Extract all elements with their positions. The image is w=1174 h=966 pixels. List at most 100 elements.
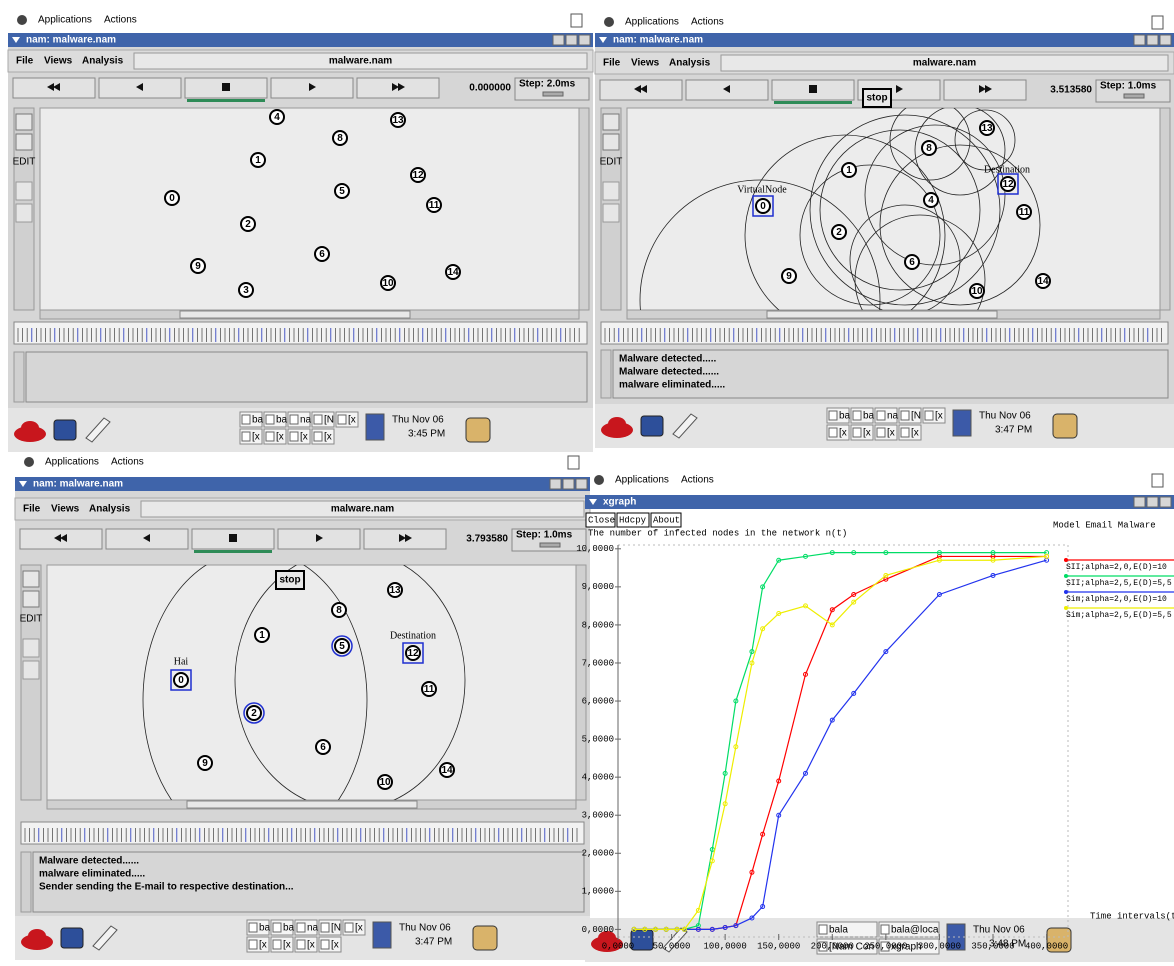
- x-tick-label: 400,0000: [1025, 941, 1068, 951]
- y-axis-label: The number of infected nodes in the netw…: [588, 528, 847, 538]
- node-label: 10: [379, 777, 391, 788]
- node-label: 12: [1002, 179, 1014, 190]
- task-label: [x: [887, 428, 895, 439]
- tool-button[interactable]: [603, 204, 619, 222]
- log-scrollbar[interactable]: [21, 852, 31, 912]
- v-scrollbar[interactable]: [1160, 108, 1170, 310]
- step-slider[interactable]: [540, 543, 560, 547]
- zoom-button[interactable]: [23, 571, 39, 587]
- task-label: [N: [324, 415, 334, 426]
- task-label: [x: [283, 940, 291, 951]
- legend-marker: [1064, 590, 1068, 594]
- clock-date: Thu Nov 06: [979, 411, 1031, 422]
- workspace-switcher[interactable]: [373, 922, 391, 948]
- app-menu-item[interactable]: Applications: [625, 17, 679, 28]
- window-control[interactable]: [1134, 35, 1145, 45]
- menu-item[interactable]: Analysis: [89, 504, 131, 515]
- y-tick-label: 9,0000: [582, 582, 614, 592]
- foot-icon: [604, 17, 614, 27]
- clock-date: Thu Nov 06: [399, 923, 451, 934]
- log-line: Malware detected.....: [619, 354, 716, 365]
- menu-item[interactable]: Views: [51, 504, 80, 515]
- app-menu-item[interactable]: Applications: [45, 457, 99, 468]
- tool-button[interactable]: [16, 204, 32, 222]
- edit-label[interactable]: EDIT: [600, 157, 623, 168]
- menu-item[interactable]: Views: [44, 56, 73, 67]
- tool-button[interactable]: [603, 182, 619, 200]
- screenshot: Applications Actions nam: malware.nam File V…: [0, 0, 1174, 966]
- h-scroll-thumb[interactable]: [180, 311, 410, 318]
- window-control[interactable]: [563, 479, 574, 489]
- menu-item[interactable]: Analysis: [82, 56, 124, 67]
- control-glyph: [809, 85, 817, 93]
- session-icon[interactable]: [466, 418, 490, 442]
- timeline: [601, 322, 1168, 344]
- h-scroll-thumb[interactable]: [767, 311, 997, 318]
- window-control[interactable]: [1147, 497, 1158, 507]
- node-label: 14: [447, 267, 459, 278]
- menu-item[interactable]: File: [603, 58, 621, 69]
- app-menu-item[interactable]: Applications: [38, 15, 92, 26]
- workspace-switcher[interactable]: [366, 414, 384, 440]
- window-control[interactable]: [566, 35, 577, 45]
- window-control[interactable]: [550, 479, 561, 489]
- v-scrollbar[interactable]: [579, 108, 589, 310]
- workspace-switcher[interactable]: [953, 410, 971, 436]
- zoom-button[interactable]: [16, 114, 32, 130]
- menu-item[interactable]: File: [16, 56, 34, 67]
- terminal-icon[interactable]: [631, 930, 653, 950]
- step-label: Step: 1.0ms: [1100, 81, 1157, 92]
- app-menu-item[interactable]: Actions: [111, 457, 144, 468]
- task-icon: [290, 432, 298, 441]
- window-control[interactable]: [553, 35, 564, 45]
- control-glyph: [222, 83, 230, 91]
- edit-label[interactable]: EDIT: [13, 157, 36, 168]
- step-slider[interactable]: [1124, 94, 1144, 98]
- tool-button[interactable]: [23, 661, 39, 679]
- task-icon: [273, 940, 281, 949]
- window-control[interactable]: [1160, 35, 1171, 45]
- window-control[interactable]: [579, 35, 590, 45]
- y-tick-label: 5,0000: [582, 734, 614, 744]
- log-scrollbar[interactable]: [601, 350, 611, 398]
- app-menu-item[interactable]: Actions: [691, 17, 724, 28]
- app-menu-item[interactable]: Applications: [615, 475, 669, 486]
- nam-window: Applications Actions nam: malware.nam File V…: [15, 456, 590, 960]
- h-scroll-thumb[interactable]: [187, 801, 417, 808]
- zoom-button[interactable]: [603, 114, 619, 130]
- zoom-button[interactable]: [16, 134, 32, 150]
- task-icon: [266, 415, 274, 424]
- menu-item[interactable]: Analysis: [669, 58, 711, 69]
- menu-item[interactable]: File: [23, 504, 41, 515]
- node-tag: Destination: [390, 630, 436, 641]
- task-label: ba: [252, 415, 264, 426]
- session-icon[interactable]: [473, 926, 497, 950]
- terminal-icon[interactable]: [61, 928, 83, 948]
- tool-button[interactable]: [23, 639, 39, 657]
- window-control[interactable]: [1134, 497, 1145, 507]
- window-control[interactable]: [1160, 497, 1171, 507]
- network-canvas: [40, 108, 579, 310]
- window-control[interactable]: [1147, 35, 1158, 45]
- app-menu-item[interactable]: Actions: [681, 475, 714, 486]
- edit-label[interactable]: EDIT: [20, 614, 43, 625]
- session-icon[interactable]: [1053, 414, 1077, 438]
- task-icon: [297, 923, 305, 932]
- menu-item[interactable]: Views: [631, 58, 660, 69]
- zoom-button[interactable]: [603, 134, 619, 150]
- zoom-button[interactable]: [23, 591, 39, 607]
- terminal-icon[interactable]: [54, 420, 76, 440]
- x-tick-label: 200,0000: [811, 941, 854, 951]
- y-tick-label: 4,0000: [582, 773, 614, 783]
- v-scrollbar[interactable]: [576, 565, 586, 800]
- log-scrollbar[interactable]: [14, 352, 24, 402]
- terminal-icon[interactable]: [641, 416, 663, 436]
- step-slider[interactable]: [543, 92, 563, 96]
- task-icon: [290, 415, 298, 424]
- legend-label: Sim;alpha=2,0,E(D)=10: [1066, 595, 1167, 604]
- clock-date: Thu Nov 06: [392, 415, 444, 426]
- app-menu-item[interactable]: Actions: [104, 15, 137, 26]
- window-control[interactable]: [576, 479, 587, 489]
- tool-button[interactable]: [16, 182, 32, 200]
- window-title: nam: malware.nam: [33, 479, 123, 490]
